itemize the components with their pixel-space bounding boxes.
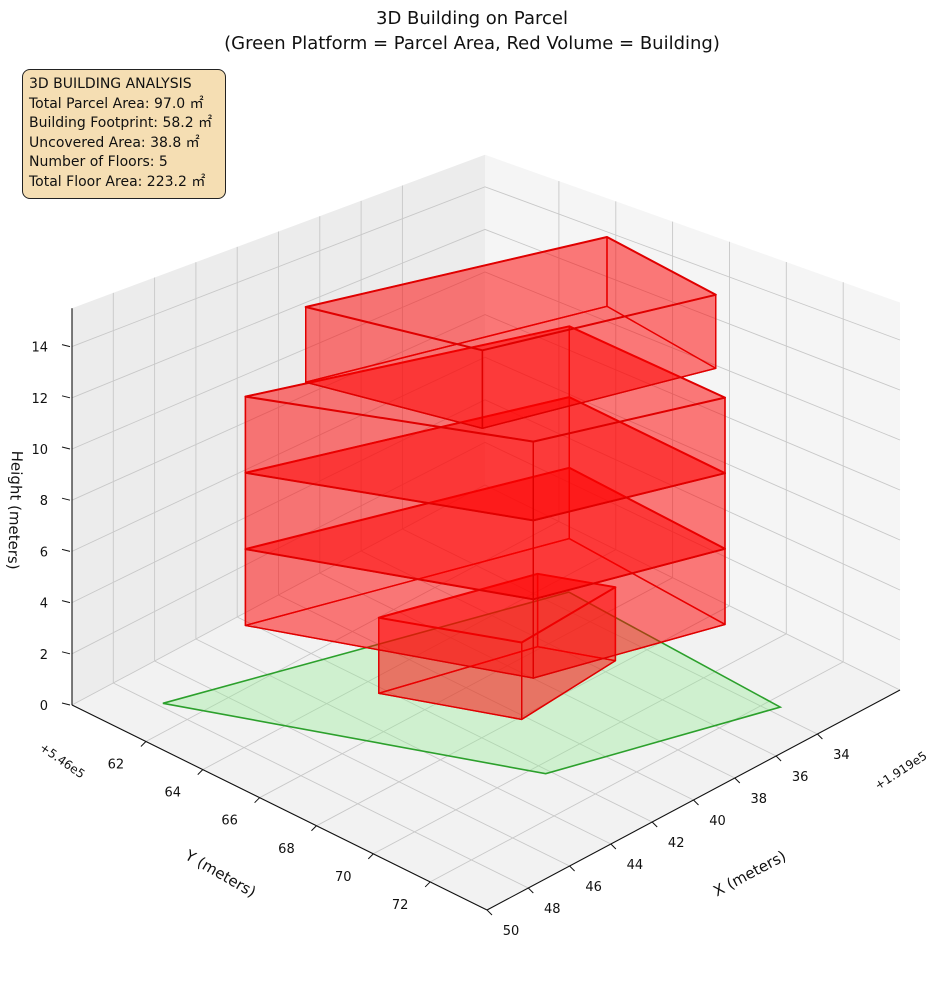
info-total-floor-area: Total Floor Area: 223.2 ㎡ — [29, 173, 206, 190]
info-number-of-floors: Number of Floors: 5 — [29, 154, 168, 171]
x-tick-label: 46 — [585, 880, 602, 895]
x-tick — [734, 777, 741, 784]
y-tick-label: 68 — [278, 842, 295, 857]
building-analysis-info-box: 3D BUILDING ANALYSIS Total Parcel Area: … — [22, 69, 226, 199]
x-tick-label: 40 — [709, 814, 726, 829]
x-tick — [610, 843, 617, 850]
floor-top-face — [304, 236, 717, 352]
building-floor-5 — [304, 236, 717, 429]
z-gridline — [71, 228, 901, 399]
y-tick — [140, 741, 147, 747]
y-tick — [424, 881, 431, 888]
x-tick — [527, 887, 534, 894]
y-tick-label: 64 — [164, 786, 181, 801]
info-total-parcel-area: Total Parcel Area: 97.0 ㎡ — [29, 95, 204, 112]
x-offset-text: +1.919e5 — [872, 749, 929, 793]
x-tick-label: 34 — [833, 748, 850, 763]
x-tick-label: 42 — [668, 836, 685, 851]
z-tick — [61, 344, 71, 348]
x-tick — [651, 821, 658, 828]
z-tick-label: 6 — [40, 545, 48, 560]
info-heading: 3D BUILDING ANALYSIS — [29, 76, 192, 92]
y-tick-label: 66 — [221, 814, 238, 829]
z-tick — [61, 395, 71, 399]
y-tick-label: 70 — [335, 870, 352, 885]
y-tick — [254, 797, 260, 804]
z-tick-label: 14 — [31, 341, 48, 356]
z-gridline — [71, 314, 901, 501]
building-floor-1 — [377, 572, 617, 721]
floor-top-face — [377, 572, 617, 644]
z-gridline — [71, 484, 901, 706]
y-tick-label: 72 — [392, 898, 409, 913]
z-tick — [61, 600, 71, 604]
x-tick-label: 50 — [503, 924, 520, 939]
x-tick — [569, 865, 575, 872]
z-tick-label: 8 — [40, 494, 48, 509]
z-tick-label: 10 — [31, 443, 48, 458]
y-offset-text: +5.46e5 — [37, 740, 87, 781]
z-tick — [61, 651, 71, 655]
z-tick-label: 4 — [40, 597, 48, 612]
z-tick — [61, 497, 71, 501]
z-axis-label: Height (meters) — [4, 450, 26, 570]
x-tick-label: 48 — [544, 902, 561, 917]
back-right-pane — [485, 154, 900, 691]
z-tick-label: 12 — [31, 392, 48, 407]
x-tick-label: 38 — [751, 792, 768, 807]
info-uncovered-area: Uncovered Area: 38.8 ㎡ — [29, 134, 200, 151]
z-tick — [61, 446, 71, 450]
x-tick — [817, 733, 823, 740]
z-tick — [61, 702, 71, 706]
y-axis-label: Y (meters) — [181, 846, 259, 901]
x-axis-label: X (meters) — [710, 847, 789, 900]
y-tick — [367, 853, 374, 860]
z-gridline — [71, 186, 901, 348]
x-tick — [486, 909, 493, 916]
z-gridline — [71, 399, 901, 604]
x-tick — [775, 755, 782, 762]
z-gridline — [71, 271, 901, 450]
y-tick — [311, 825, 317, 832]
building-floor-4 — [244, 325, 726, 522]
info-building-footprint: Building Footprint: 58.2 ㎡ — [29, 115, 213, 132]
z-gridline — [71, 356, 901, 552]
parcel-platform — [162, 591, 783, 775]
floor-top-face — [244, 325, 726, 443]
y-tick — [197, 769, 204, 775]
x-tick — [693, 799, 699, 806]
z-tick — [61, 548, 71, 552]
y-axis-line — [71, 704, 488, 911]
x-tick-label: 44 — [627, 858, 644, 873]
z-gridline — [71, 441, 901, 655]
chart-title-line-1: 3D Building on Parcel — [376, 8, 568, 29]
z-tick-label: 2 — [40, 648, 48, 663]
chart-title-line-2: (Green Platform = Parcel Area, Red Volum… — [224, 33, 720, 54]
z-tick-label: 0 — [40, 699, 48, 714]
y-tick-label: 62 — [108, 758, 125, 773]
x-tick-label: 36 — [792, 770, 809, 785]
